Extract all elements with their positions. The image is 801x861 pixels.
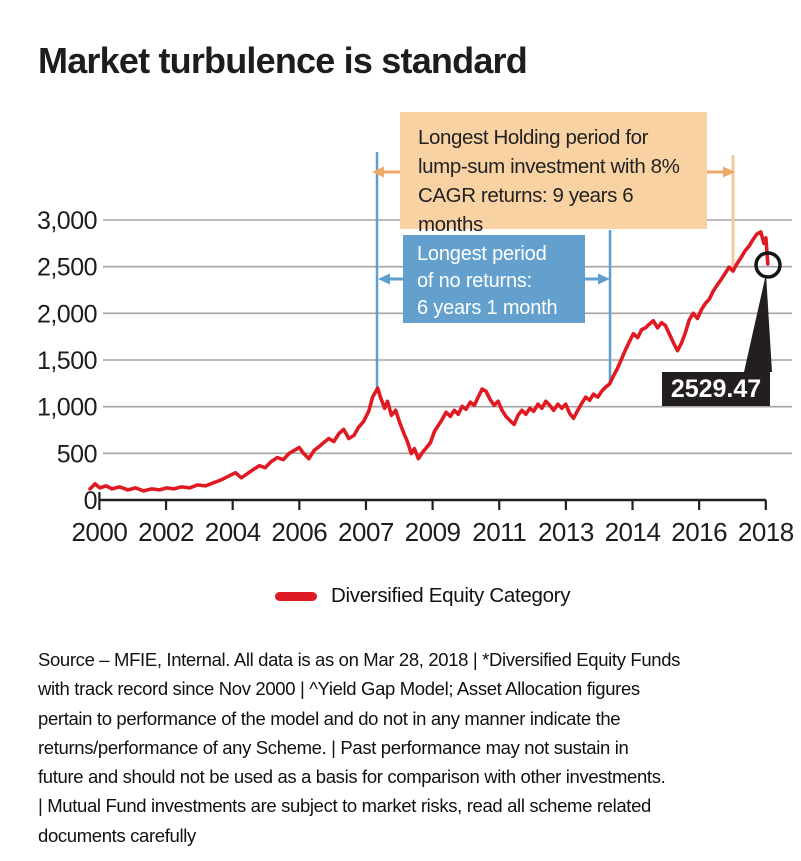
- legend: Diversified Equity Category: [275, 584, 570, 608]
- source-note-line: returns/performance of any Scheme. | Pas…: [38, 736, 629, 758]
- x-axis-labels: 2000 2002 2004 2006 2007 2009 2011 2013 2014 2016…: [71, 517, 794, 547]
- annotation-holding-period: Longest Holding period for lump-sum inve…: [400, 112, 707, 236]
- holding-period-right-arrow: [707, 166, 735, 178]
- callout-pointer: [744, 274, 772, 372]
- last-value-callout: 2529.47: [662, 372, 770, 406]
- y-tick-label: 500: [57, 440, 97, 468]
- x-tick-label: 2006: [271, 517, 327, 547]
- source-note-line: future and should not be used as a basis…: [38, 766, 666, 788]
- no-returns-left-arrow: [378, 273, 403, 285]
- x-tick-label: 2013: [538, 517, 594, 547]
- source-note: Source – MFIE, Internal. All data is as …: [38, 645, 798, 850]
- price-line: [88, 230, 770, 493]
- annotation-text-line: lump-sum investment with 8%: [418, 155, 680, 178]
- annotation-text-line: Longest period: [417, 243, 547, 265]
- holding-period-left-arrow: [372, 166, 400, 178]
- y-tick-label: 0: [84, 487, 97, 515]
- legend-line-swatch: [275, 591, 317, 601]
- page-title: Market turbulence is standard: [38, 40, 528, 81]
- x-tick-label: 2011: [472, 517, 526, 547]
- source-note-line: Source – MFIE, Internal. All data is as …: [38, 649, 681, 670]
- y-tick-label: 1,500: [37, 347, 97, 375]
- x-tick-label: 2018: [738, 517, 794, 547]
- x-tick-label: 2000: [71, 517, 127, 547]
- x-tick-label: 2007: [338, 517, 394, 547]
- annotation-text-line: Longest Holding period for: [418, 126, 649, 149]
- source-note-line: | Mutual Fund investments are subject to…: [38, 795, 651, 817]
- source-note-line: documents carefully: [38, 824, 196, 846]
- x-tick-label: 2009: [405, 517, 461, 547]
- last-point-marker: [754, 251, 782, 279]
- no-returns-right-arrow: [585, 273, 610, 285]
- x-tick-label: 2016: [671, 517, 727, 547]
- source-note-line: pertain to performance of the model and …: [38, 707, 621, 729]
- x-tick-label: 2002: [138, 517, 194, 547]
- y-tick-label: 2,500: [37, 254, 97, 282]
- annotation-text-line: 6 years 1 month: [417, 297, 558, 319]
- source-note-line: with track record since Nov 2000 | ^Yiel…: [38, 678, 640, 700]
- x-tick-label: 2004: [205, 517, 261, 547]
- y-tick-label: 2,000: [37, 300, 97, 328]
- annotation-text-line: CAGR returns: 9 years 6 months: [418, 184, 634, 236]
- legend-label: Diversified Equity Category: [331, 584, 571, 607]
- x-tick-label: 2014: [605, 517, 661, 547]
- y-tick-label: 1,000: [37, 394, 97, 422]
- price-line-group: [88, 230, 770, 493]
- y-axis-labels: 0 500 1,000 1,500 2,000 2,500 3,000: [37, 207, 98, 515]
- x-axis: [98, 492, 767, 510]
- annotation-no-returns: Longest period of no returns: 6 years 1 …: [403, 235, 585, 323]
- annotation-text-line: of no returns:: [417, 270, 533, 292]
- y-tick-label: 3,000: [37, 207, 97, 235]
